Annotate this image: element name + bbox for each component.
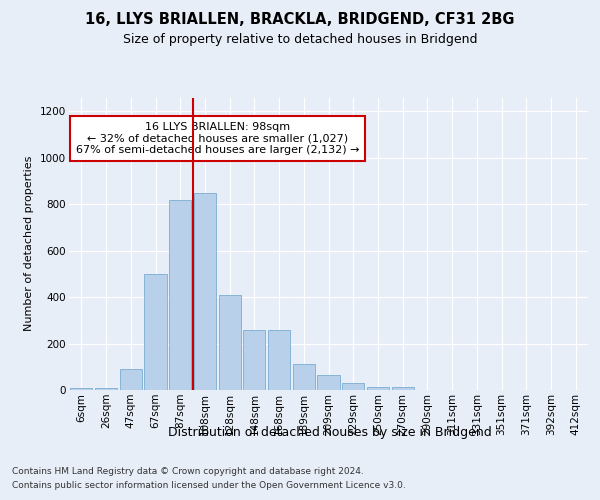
- Text: 16 LLYS BRIALLEN: 98sqm
← 32% of detached houses are smaller (1,027)
67% of semi: 16 LLYS BRIALLEN: 98sqm ← 32% of detache…: [76, 122, 359, 155]
- Bar: [218, 295, 241, 390]
- Bar: [342, 383, 364, 390]
- Text: Distribution of detached houses by size in Bridgend: Distribution of detached houses by size …: [168, 426, 492, 439]
- Text: Contains public sector information licensed under the Open Government Licence v3: Contains public sector information licen…: [12, 480, 406, 490]
- Bar: [95, 388, 117, 390]
- Bar: [119, 369, 142, 390]
- Y-axis label: Number of detached properties: Number of detached properties: [25, 156, 34, 332]
- Bar: [243, 330, 265, 390]
- Bar: [268, 330, 290, 390]
- Text: Contains HM Land Registry data © Crown copyright and database right 2024.: Contains HM Land Registry data © Crown c…: [12, 467, 364, 476]
- Bar: [169, 200, 191, 390]
- Bar: [293, 364, 315, 390]
- Text: Size of property relative to detached houses in Bridgend: Size of property relative to detached ho…: [123, 32, 477, 46]
- Bar: [367, 386, 389, 390]
- Bar: [70, 388, 92, 390]
- Bar: [145, 274, 167, 390]
- Bar: [392, 386, 414, 390]
- Bar: [194, 192, 216, 390]
- Bar: [317, 375, 340, 390]
- Text: 16, LLYS BRIALLEN, BRACKLA, BRIDGEND, CF31 2BG: 16, LLYS BRIALLEN, BRACKLA, BRIDGEND, CF…: [85, 12, 515, 28]
